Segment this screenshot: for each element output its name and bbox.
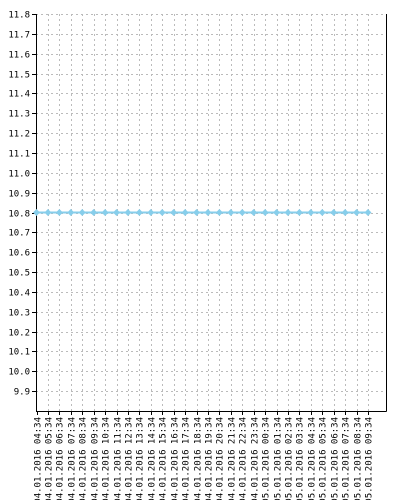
y-axis-ticks: 9.9 10.0 10.1 10.2 10.3 10.4 10.5 10.6 10.7 10.8 1… (8, 11, 36, 398)
data-point (147, 209, 155, 216)
x-tick-label: 04.01.2016 12:34 (125, 417, 135, 500)
data-point (330, 209, 338, 216)
x-tick-label: 04.01.2016 09:34 (91, 417, 101, 500)
x-tick-label: 05.01.2016 02:34 (285, 417, 295, 500)
data-point (181, 209, 189, 216)
y-tick-label: 11.7 (8, 31, 30, 41)
series-layer (33, 209, 372, 216)
y-tick-label: 11.3 (8, 110, 30, 120)
y-tick-label: 10.9 (8, 190, 30, 200)
y-tick-label: 10.4 (8, 289, 30, 299)
data-point (44, 209, 52, 216)
x-tick-label: 04.01.2016 20:34 (216, 417, 226, 500)
data-point (284, 209, 292, 216)
data-point (364, 209, 372, 216)
data-point (238, 209, 246, 216)
data-point (261, 209, 269, 216)
data-point (158, 209, 166, 216)
x-tick-label: 04.01.2016 14:34 (148, 417, 158, 500)
x-tick-label: 04.01.2016 23:34 (251, 417, 261, 500)
x-tick-label: 05.01.2016 05:34 (319, 417, 329, 500)
y-tick-label: 11.8 (8, 11, 30, 21)
x-tick-label: 04.01.2016 15:34 (159, 417, 169, 500)
x-tick-label: 05.01.2016 00:34 (262, 417, 272, 500)
data-point (307, 209, 315, 216)
x-tick-label: 05.01.2016 03:34 (296, 417, 306, 500)
data-point (170, 209, 178, 216)
y-tick-label: 10.0 (8, 368, 30, 378)
y-tick-label: 10.1 (8, 348, 30, 358)
x-tick-label: 05.01.2016 04:34 (308, 417, 318, 500)
y-tick-label: 10.6 (8, 249, 30, 259)
data-point (273, 209, 281, 216)
data-point (193, 209, 201, 216)
data-point (227, 209, 235, 216)
x-tick-label: 05.01.2016 01:34 (274, 417, 284, 500)
x-tick-label: 05.01.2016 07:34 (342, 417, 352, 500)
y-tick-label: 11.4 (8, 90, 30, 100)
data-point (55, 209, 63, 216)
y-tick-label: 10.2 (8, 329, 30, 339)
x-tick-label: 04.01.2016 18:34 (194, 417, 204, 500)
y-tick-label: 11.6 (8, 51, 30, 61)
data-point (250, 209, 258, 216)
y-tick-label: 11.5 (8, 71, 30, 81)
data-point (90, 209, 98, 216)
x-tick-label: 04.01.2016 08:34 (79, 417, 89, 500)
x-tick-label: 04.01.2016 22:34 (239, 417, 249, 500)
y-tick-label: 11.2 (8, 130, 30, 140)
data-point (204, 209, 212, 216)
data-point (341, 209, 349, 216)
y-tick-label: 10.7 (8, 229, 30, 239)
x-tick-label: 04.01.2016 06:34 (56, 417, 66, 500)
y-tick-label: 11.0 (8, 170, 30, 180)
x-tick-label: 04.01.2016 21:34 (228, 417, 238, 500)
x-tick-label: 04.01.2016 17:34 (182, 417, 192, 500)
x-tick-label: 04.01.2016 13:34 (136, 417, 146, 500)
x-tick-label: 05.01.2016 08:34 (354, 417, 364, 500)
x-tick-label: 04.01.2016 10:34 (102, 417, 112, 500)
x-tick-label: 05.01.2016 09:34 (365, 417, 375, 500)
data-point (113, 209, 121, 216)
data-point (67, 209, 75, 216)
data-point (124, 209, 132, 216)
x-tick-label: 04.01.2016 19:34 (205, 417, 215, 500)
grid-lines (36, 14, 386, 411)
x-axis-ticks: 04.01.2016 04:34 04.01.2016 05:34 04.01.20… (34, 411, 375, 500)
x-tick-label: 04.01.2016 05:34 (45, 417, 55, 500)
data-point (135, 209, 143, 216)
data-point (101, 209, 109, 216)
x-tick-label: 05.01.2016 06:34 (331, 417, 341, 500)
x-tick-label: 04.01.2016 11:34 (114, 417, 124, 500)
x-tick-label: 04.01.2016 16:34 (171, 417, 181, 500)
data-point (318, 209, 326, 216)
y-tick-label: 10.5 (8, 269, 30, 279)
y-tick-label: 11.1 (8, 150, 30, 160)
data-point (215, 209, 223, 216)
data-point (33, 209, 40, 216)
x-tick-label: 04.01.2016 04:34 (34, 417, 44, 500)
y-tick-label: 9.9 (14, 388, 30, 398)
y-tick-label: 10.3 (8, 309, 30, 319)
data-point (295, 209, 303, 216)
x-tick-label: 04.01.2016 07:34 (68, 417, 78, 500)
data-point (78, 209, 86, 216)
data-point (353, 209, 361, 216)
y-tick-label: 10.8 (8, 210, 30, 220)
